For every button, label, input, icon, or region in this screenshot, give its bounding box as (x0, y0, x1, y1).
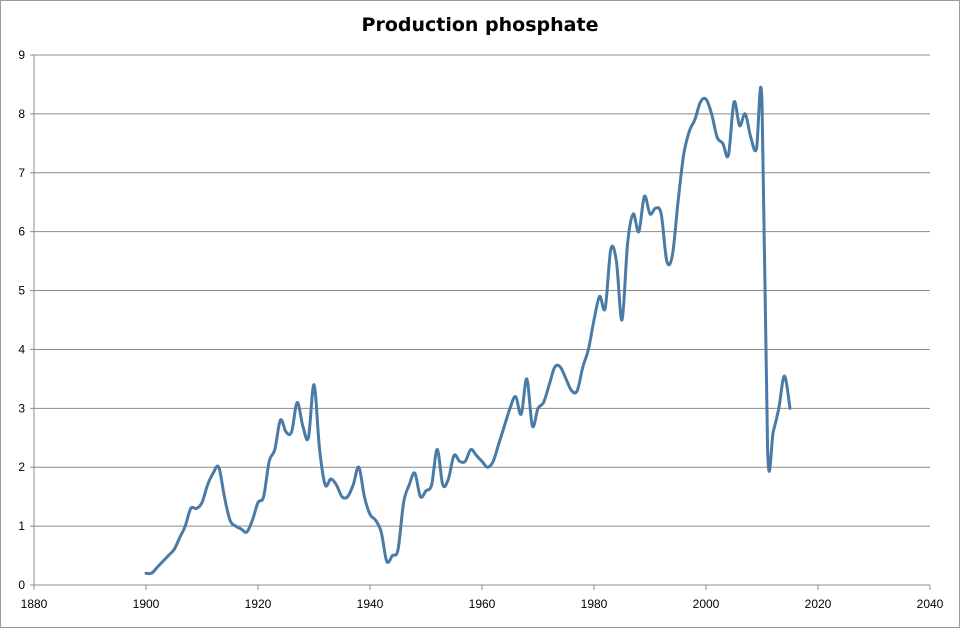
chart-title: Production phosphate (361, 14, 599, 36)
y-tick-label: 0 (18, 578, 25, 592)
x-tick-label: 1960 (469, 597, 496, 611)
series-line (144, 85, 792, 576)
y-tick-label: 8 (18, 107, 25, 121)
x-tick-label: 1920 (245, 597, 272, 611)
x-tick-label: 1900 (133, 597, 160, 611)
y-tick-label: 1 (18, 519, 25, 533)
x-tick-label: 1940 (357, 597, 384, 611)
y-tick-label: 6 (18, 225, 25, 239)
x-tick-label: 2020 (805, 597, 832, 611)
y-tick-label: 5 (18, 284, 25, 298)
y-tick-label: 4 (18, 342, 25, 356)
x-axis-ticks: 1880 1900 1920 1940 1960 1980 2000 2020 2040 (21, 585, 944, 611)
series-layer (144, 85, 792, 576)
y-tick-label: 9 (18, 48, 25, 62)
y-axis-ticks: 0 1 2 3 4 5 6 7 8 9 (18, 48, 34, 592)
gridlines (34, 54, 930, 527)
y-tick-label: 3 (18, 401, 25, 415)
x-tick-label: 2040 (917, 597, 944, 611)
y-tick-label: 7 (18, 166, 25, 180)
x-tick-label: 1980 (581, 597, 608, 611)
y-tick-label: 2 (18, 460, 25, 474)
x-tick-label: 2000 (693, 597, 720, 611)
x-tick-label: 1880 (21, 597, 48, 611)
axes (33, 55, 930, 586)
